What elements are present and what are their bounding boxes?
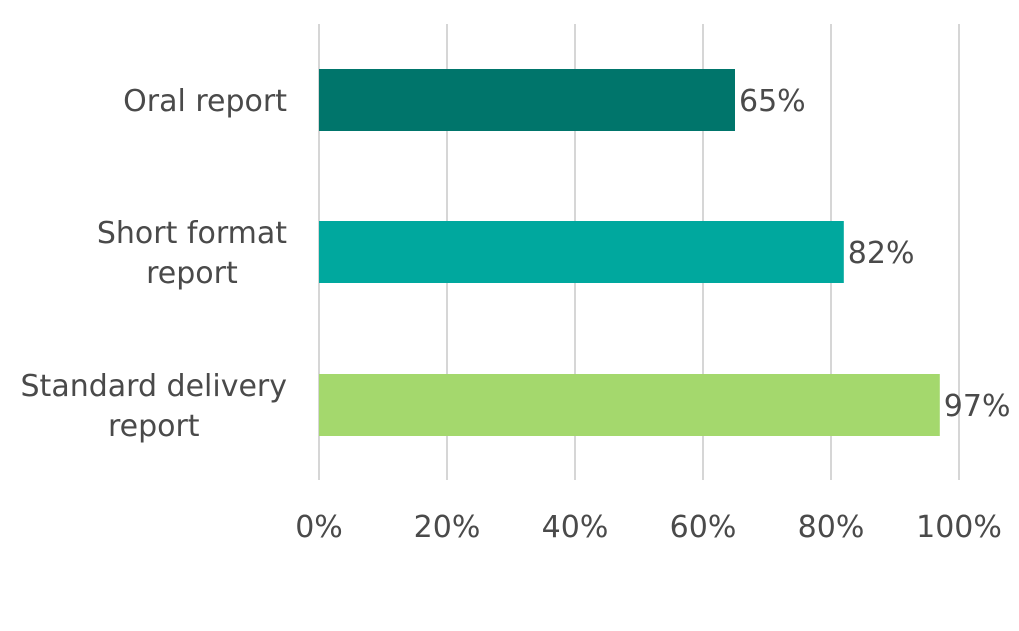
x-tick-label: 60% bbox=[670, 510, 737, 545]
bar bbox=[319, 221, 844, 283]
category-label: Oral report bbox=[123, 84, 287, 119]
x-tick-label: 100% bbox=[916, 510, 1002, 545]
x-axis-tick-labels: 0% 20% 40% 60% 80% 100% bbox=[295, 510, 1002, 545]
data-label: 65% bbox=[739, 84, 806, 119]
x-tick-label: 80% bbox=[798, 510, 865, 545]
category-label: Short format report bbox=[97, 216, 287, 291]
bar bbox=[319, 374, 940, 436]
category-label: Standard delivery report bbox=[21, 369, 287, 444]
data-label: 82% bbox=[848, 236, 915, 271]
x-tick-label: 0% bbox=[295, 510, 343, 545]
x-tick-label: 40% bbox=[542, 510, 609, 545]
x-tick-label: 20% bbox=[414, 510, 481, 545]
bars bbox=[319, 69, 940, 436]
data-labels: 65% 82% 97% bbox=[739, 84, 1010, 424]
category-labels: Oral report Short format report Standard de… bbox=[21, 84, 288, 444]
data-label: 97% bbox=[944, 389, 1011, 424]
bar bbox=[319, 69, 735, 131]
